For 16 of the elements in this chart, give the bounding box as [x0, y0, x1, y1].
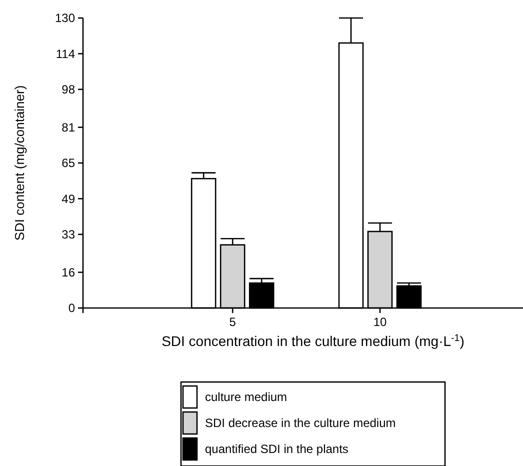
y-tick-label: 33 [62, 228, 76, 242]
y-tick-label: 130 [54, 11, 76, 26]
legend-label: quantified SDI in the plants [205, 442, 348, 456]
y-tick-label: 65 [62, 156, 76, 170]
y-tick-label: 81 [62, 120, 76, 135]
y-tick-label: 49 [62, 192, 76, 206]
y-tick-label: 0 [68, 301, 76, 316]
x-axis-title: SDI concentration in the culture medium (mg·L$^{-1}$) [162, 332, 464, 349]
x-tick-label: 5 [229, 315, 236, 329]
y-tick-label: 16 [62, 266, 76, 280]
y-tick-label: 114 [56, 46, 76, 61]
legend-label: culture medium [205, 390, 288, 404]
legend-label: SDI decrease in the culture medium [205, 416, 396, 430]
y-tick-label: 98 [62, 82, 76, 97]
x-tick-label: 10 [373, 315, 387, 329]
y-axis-title: SDI content (mg/container) [12, 85, 27, 241]
